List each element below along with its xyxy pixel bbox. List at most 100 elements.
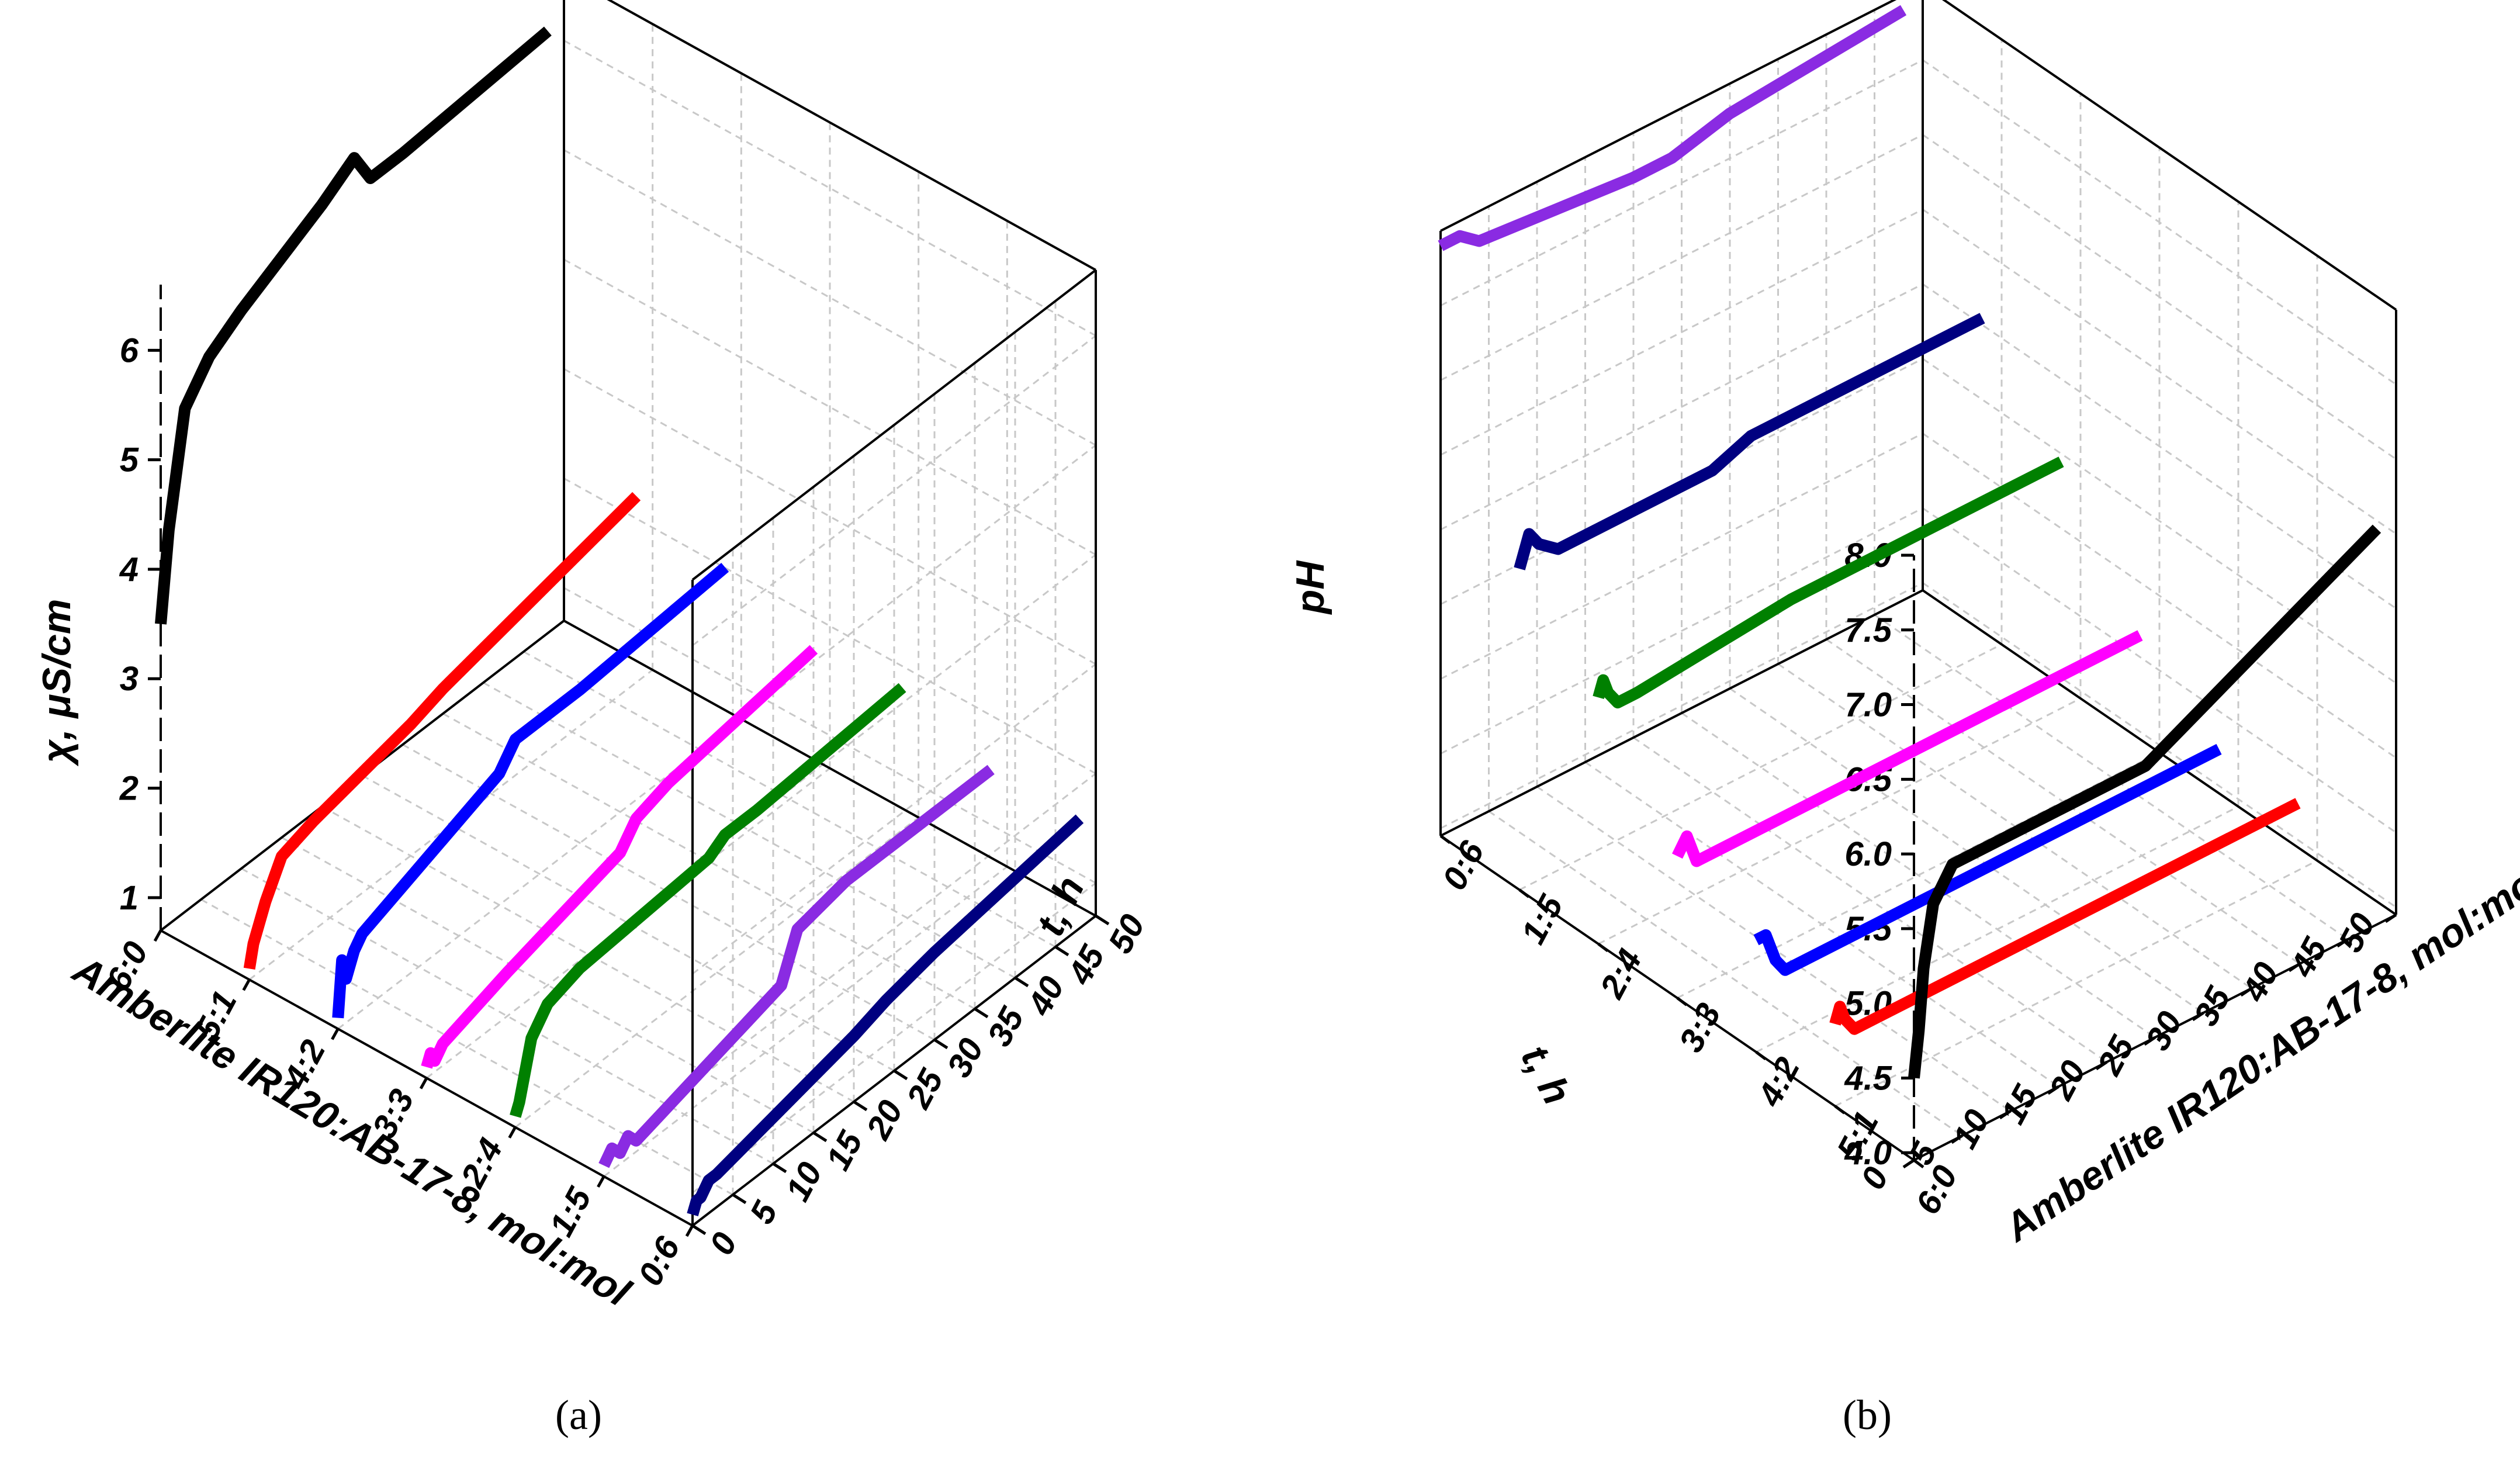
series-group — [1438, 5, 2381, 1079]
t-tick — [2144, 1036, 2156, 1046]
sidewall-grid-z — [1440, 59, 1923, 307]
t-tick-label: 20 — [2041, 1054, 2093, 1106]
floor-grid-t — [200, 898, 733, 1196]
gridlines — [160, 0, 1097, 1227]
floor-grid-t — [442, 712, 975, 1010]
z-axis: 4.04.55.05.56.06.57.07.58.0 — [1844, 537, 1914, 1172]
series-line-4-2 — [332, 562, 729, 1019]
t-tick — [974, 1007, 989, 1019]
z-tick-label: 2 — [119, 770, 139, 808]
frame-edge — [563, 620, 1096, 917]
backwall-grid-z — [563, 258, 1096, 556]
panel-label: (b) — [1843, 1392, 1892, 1438]
x-tick-label: 2:4 — [1593, 943, 1649, 1005]
t-tick — [691, 1224, 707, 1236]
sidewall-grid-z — [1440, 134, 1923, 381]
x-tick — [419, 1077, 428, 1089]
series-line-2-4 — [1593, 456, 2064, 709]
frame-edge — [1440, 0, 1897, 232]
sidewall-grid-z — [692, 773, 1096, 1084]
x-tick — [685, 1224, 694, 1237]
floor-grid-t — [1488, 810, 1963, 1137]
z-tick-label: 3 — [120, 660, 139, 698]
x-tick — [331, 1028, 340, 1040]
t-tick-label: 15 — [819, 1125, 870, 1176]
t-tick — [2336, 937, 2349, 948]
panel-b-ph: 4.04.55.05.56.06.57.07.58.06:05:14:23:32… — [1288, 0, 2520, 1438]
t-tick — [1095, 914, 1110, 926]
floor-grid-t — [281, 836, 814, 1134]
backwall-grid-z — [1922, 433, 2397, 759]
z-tick-label: 7.5 — [1844, 611, 1892, 649]
series-group — [155, 26, 1084, 1217]
floor-grid-t — [1584, 761, 2059, 1088]
floor-grid-x — [1598, 697, 2081, 945]
x-tick — [597, 1175, 605, 1188]
backwall-grid-z — [563, 587, 1096, 884]
t-axis-title: t, h — [1027, 870, 1093, 943]
x-tick-label: 0:6 — [1435, 835, 1491, 896]
x-tick-label: 0:6 — [631, 1230, 687, 1292]
t-tick — [1054, 945, 1069, 957]
series-line-2-4 — [510, 683, 906, 1118]
z-tick-label: 5 — [120, 441, 139, 479]
floor-grid-x — [514, 817, 919, 1128]
floor-grid-t — [321, 805, 854, 1103]
x-tick — [1913, 1159, 1924, 1168]
backwall-grid-z — [563, 149, 1096, 446]
series-line-1-5 — [598, 764, 995, 1168]
series-line-5-1 — [243, 492, 641, 970]
series-line-6-0 — [1908, 524, 2381, 1079]
t-tick-label: 25 — [899, 1063, 950, 1115]
series-line-0-6 — [1438, 5, 1907, 251]
t-tick-label: 15 — [1993, 1078, 2045, 1130]
series-line-1-5 — [1514, 313, 1985, 570]
t-tick-label: 35 — [2186, 980, 2238, 1032]
x-tick-label: 4:2 — [1750, 1051, 1807, 1113]
t-tick — [2192, 1011, 2204, 1022]
x-tick — [242, 978, 251, 991]
t-tick-label: 40 — [2234, 956, 2286, 1008]
z-tick-label: 4 — [119, 551, 139, 589]
backwall-grid-z — [563, 40, 1096, 337]
panel-label: (a) — [555, 1392, 602, 1438]
x-tick — [1597, 943, 1609, 952]
backwall-grid-z — [1942, 0, 2397, 311]
x-tick-label: 6:0 — [1908, 1160, 1965, 1221]
backwall-grid-z — [563, 368, 1096, 665]
x-tick — [1439, 835, 1451, 844]
floor-grid-t — [483, 681, 1016, 979]
t-tick — [853, 1100, 868, 1112]
frame-edge — [1440, 589, 1923, 837]
floor-grid-x — [603, 866, 1008, 1178]
x-tick-label: 3:3 — [1671, 997, 1728, 1058]
series-line-0-6 — [687, 814, 1084, 1217]
t-tick — [2288, 962, 2301, 973]
z-tick-label: 6.0 — [1844, 835, 1892, 873]
z-tick-label: 4.5 — [1844, 1059, 1892, 1097]
floor-grid-x — [248, 669, 653, 981]
backwall-grid-z — [1922, 209, 2397, 535]
z-axis-title: pH — [1288, 560, 1332, 615]
t-tick — [1014, 976, 1029, 988]
t-tick — [1902, 1158, 1915, 1169]
t-tick-label: 25 — [2090, 1029, 2141, 1081]
x-axis: 6:05:14:23:32:41:50:6 — [99, 929, 694, 1292]
backwall-grid-z — [1922, 507, 2397, 833]
z-tick-label: 1 — [120, 879, 139, 917]
t-tick — [933, 1038, 949, 1050]
floor-grid-t — [1681, 712, 2156, 1039]
series-line-3-3 — [1672, 630, 2143, 867]
series-line-6-0 — [155, 26, 552, 625]
backwall-grid-z — [1922, 134, 2397, 460]
z-tick-label: 4.0 — [1844, 1134, 1892, 1172]
sidewall-grid-z — [1440, 507, 1923, 755]
frame-edge — [1941, 0, 2397, 311]
frame-edge — [607, 0, 1096, 271]
z-tick-label: 7.0 — [1844, 686, 1892, 724]
z-axis-title: χ, μS/cm — [34, 599, 79, 767]
x-tick — [1518, 888, 1530, 898]
backwall-grid-z — [1922, 59, 2397, 386]
t-tick — [732, 1193, 747, 1205]
